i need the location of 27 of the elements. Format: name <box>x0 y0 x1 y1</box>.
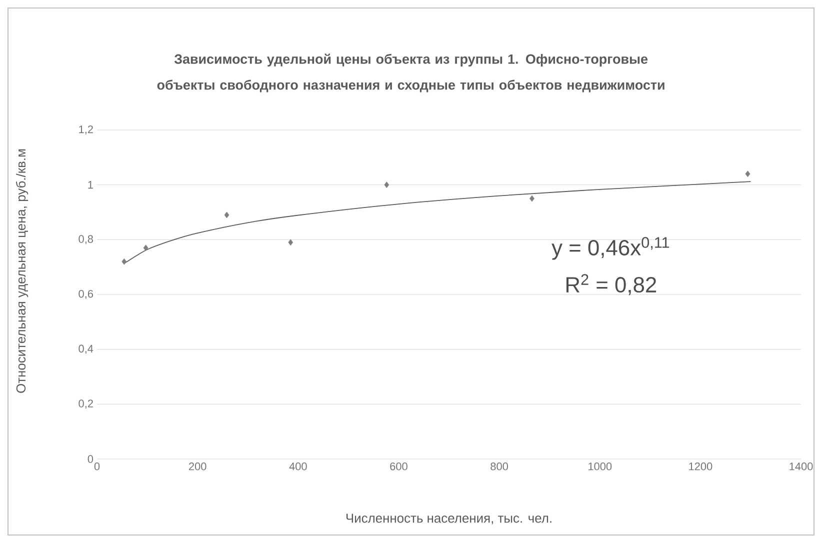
y-tick-label: 0 <box>88 455 94 463</box>
point <box>288 239 294 246</box>
point <box>384 182 390 188</box>
x-tick-label: 0 <box>94 462 100 470</box>
x-tick-label: 1400 <box>790 462 813 470</box>
point <box>143 244 148 252</box>
point <box>745 170 750 178</box>
y-tick-label: 1 <box>88 181 93 189</box>
x-tick-label: 1000 <box>588 462 612 470</box>
x-tick-label: 400 <box>289 462 307 470</box>
x-tick-label: 600 <box>390 462 408 470</box>
y-tick-label: 0,6 <box>78 290 94 300</box>
y-tick-label: 0,4 <box>78 344 94 354</box>
point <box>224 212 230 218</box>
point <box>122 258 127 265</box>
point <box>530 195 534 202</box>
x-axis-title: Численность населения, тыс. чел. <box>346 514 552 524</box>
y-axis-title: Относительная удельная цена, руб./кв.м <box>16 149 28 393</box>
y-tick-label: 1,2 <box>79 125 93 135</box>
y-tick-label: 0,2 <box>78 400 93 409</box>
annotation: R$^{2}$ = 0,82 <box>566 274 656 296</box>
x-tick-label: 200 <box>188 462 206 470</box>
x-tick-label: 1200 <box>689 462 712 470</box>
x-tick-label: 800 <box>490 462 508 470</box>
y-tick-label: 0,8 <box>78 235 94 244</box>
chart-title: Зависимость удельной цены объекта из группы 1. Офисно-торговые объекты свободного назначения и сходные типы объектов недвижимости <box>157 54 664 92</box>
annotation: y = 0,46x$^{0,11}$ <box>552 237 670 260</box>
